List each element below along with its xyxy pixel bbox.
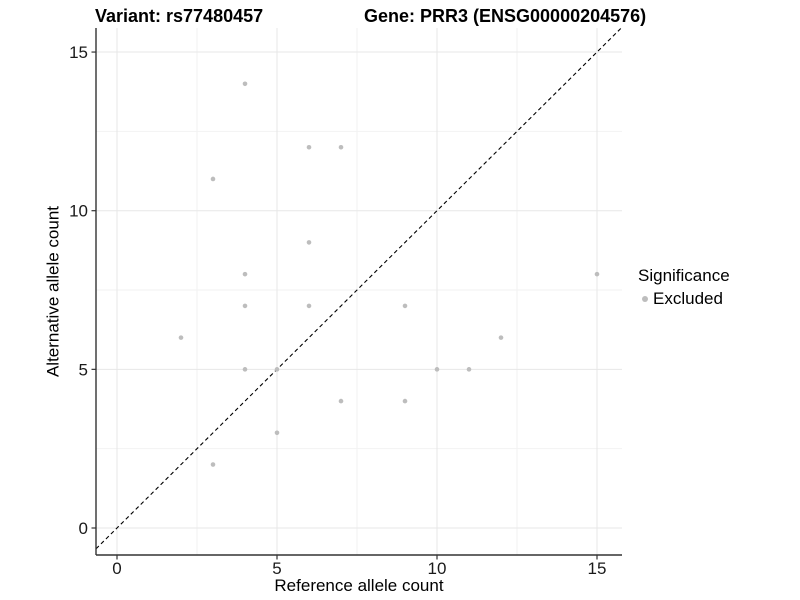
legend-item-excluded: Excluded [638,289,730,309]
data-point [178,335,184,340]
data-point [210,176,216,182]
data-point [210,462,216,467]
data-point [274,430,280,436]
data-point [242,271,248,277]
legend-item-label: Excluded [653,289,723,308]
x-tick-label: 0 [112,559,121,578]
x-axis-label: Reference allele count [274,576,444,595]
data-point [306,303,312,309]
legend: Significance Excluded [638,266,730,309]
data-point [338,398,344,404]
y-tick-label: 5 [79,360,88,379]
y-tick-label: 15 [69,43,88,62]
data-point [498,335,504,340]
data-point [306,144,312,150]
data-point [466,367,472,372]
y-axis-label: Alternative allele count [43,205,63,378]
x-tick-label: 10 [428,559,447,578]
y-tick-label: 10 [69,202,88,221]
x-tick-label: 5 [272,559,281,578]
gene-title: Gene: PRR3 (ENSG00000204576) [364,6,647,26]
x-tick-label: 15 [588,559,607,578]
data-point [242,367,248,372]
data-point [306,240,312,245]
data-point [274,367,280,372]
y-tick-label: 0 [79,519,88,538]
excluded-point-swatch-icon [642,296,648,302]
data-point [242,303,248,309]
data-point [402,303,408,309]
data-point [434,367,440,372]
identity-line [95,27,622,550]
data-point [242,81,248,87]
variant-title: Variant: rs77480457 [95,6,264,26]
data-point [402,398,408,404]
data-point [338,144,344,150]
data-point [594,271,600,277]
legend-title: Significance [638,266,730,285]
